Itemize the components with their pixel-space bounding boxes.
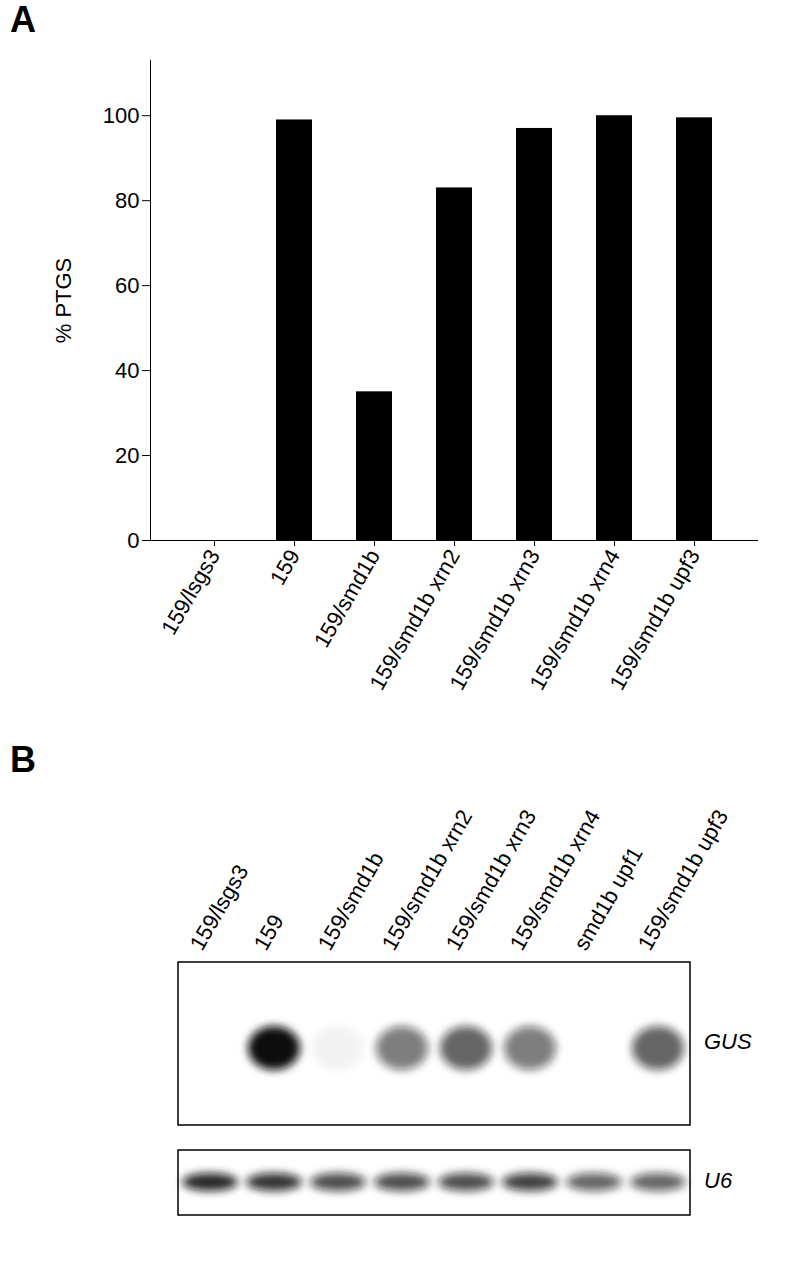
svg-text:159: 159	[265, 545, 305, 589]
svg-text:159/lsgs3: 159/lsgs3	[156, 545, 225, 639]
svg-text:80: 80	[115, 188, 139, 213]
svg-text:159/smd1b xrn4: 159/smd1b xrn4	[524, 545, 625, 695]
svg-text:159/smd1b xrn3: 159/smd1b xrn3	[440, 805, 542, 955]
svg-text:159/lsgs3: 159/lsgs3	[185, 860, 254, 954]
svg-text:20: 20	[115, 443, 139, 468]
svg-text:smd1b upf1: smd1b upf1	[568, 842, 648, 955]
svg-text:60: 60	[115, 273, 139, 298]
svg-text:159/smd1b: 159/smd1b	[309, 545, 385, 652]
svg-text:159/smd1b xrn4: 159/smd1b xrn4	[504, 805, 606, 955]
svg-text:159/smd1b xrn2: 159/smd1b xrn2	[364, 545, 465, 695]
svg-text:159/smd1b upf3: 159/smd1b upf3	[604, 545, 705, 694]
html-text:A: A	[10, 0, 36, 40]
svg-text:159/smd1b xrn3: 159/smd1b xrn3	[444, 545, 545, 695]
svg-text:159: 159	[249, 910, 289, 954]
svg-text:GUS: GUS	[704, 1029, 752, 1054]
html-text:B: B	[10, 739, 36, 780]
svg-text:159/smd1b upf3: 159/smd1b upf3	[633, 805, 734, 954]
svg-text:% PTGS: % PTGS	[51, 258, 76, 344]
svg-text:40: 40	[115, 358, 139, 383]
svg-text:159/smd1b xrn2: 159/smd1b xrn2	[376, 805, 478, 955]
svg-text:100: 100	[103, 103, 140, 128]
svg-text:0: 0	[127, 528, 139, 553]
svg-text:159/smd1b: 159/smd1b	[313, 848, 389, 955]
svg-text:U6: U6	[704, 1168, 733, 1193]
